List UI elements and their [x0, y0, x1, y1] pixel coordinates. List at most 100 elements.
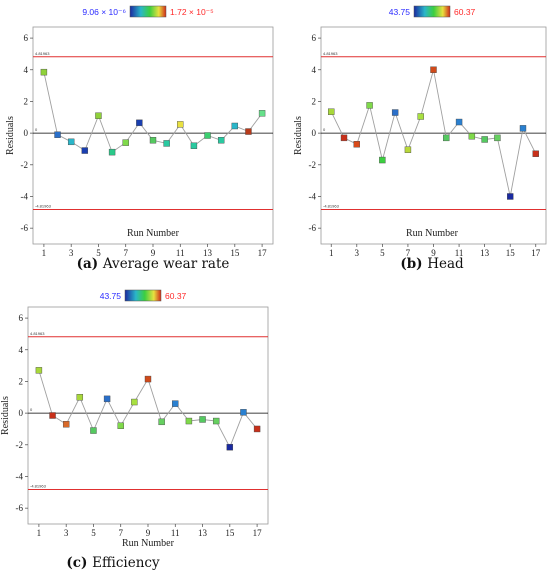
y-tick-label: 0	[312, 128, 317, 138]
zero-label: 0	[35, 127, 38, 132]
x-tick-label: 5	[96, 248, 101, 258]
x-tick-label: 5	[380, 248, 385, 258]
residual-point	[379, 156, 386, 164]
y-tick-label: 6	[24, 33, 29, 43]
legend-low-label: 43.75	[100, 291, 122, 301]
residual-point	[177, 121, 184, 128]
legend-high-label: 60.37	[165, 291, 187, 301]
y-tick-label: -6	[309, 223, 317, 233]
residual-point	[136, 119, 143, 127]
residual-point	[131, 398, 138, 406]
residual-point	[149, 137, 157, 144]
x-tick-label: 15	[225, 528, 235, 538]
x-tick-label: 7	[123, 248, 128, 258]
residual-point	[81, 147, 89, 154]
x-tick-label: 7	[118, 528, 123, 538]
residual-point	[40, 68, 48, 76]
y-tick-label: 0	[24, 128, 29, 138]
x-tick-label: 17	[253, 528, 263, 538]
x-tick-label: 1	[42, 248, 47, 258]
residual-point	[519, 125, 527, 132]
x-tick-label: 3	[64, 528, 69, 538]
x-tick-label: 17	[258, 248, 268, 258]
residual-point	[144, 375, 152, 383]
x-tick-label: 13	[198, 528, 208, 538]
y-tick-label: 4	[312, 65, 317, 75]
x-tick-label: 5	[91, 528, 96, 538]
figure-caption: (a) Average wear rate	[77, 256, 230, 272]
plot-frame	[32, 26, 274, 245]
y-tick-label: -4	[16, 471, 24, 481]
zero-label: 0	[323, 127, 326, 132]
residual-point	[366, 102, 373, 109]
y-tick-label: 2	[19, 376, 24, 386]
y-tick-label: 6	[312, 33, 317, 43]
caption-text: Head	[427, 256, 464, 272]
color-legend-bar	[413, 5, 451, 18]
caption-text: Average wear rate	[102, 256, 230, 272]
y-axis-label: Residuals	[293, 116, 304, 155]
residual-point	[468, 133, 476, 140]
residual-point	[90, 427, 97, 434]
caption-letter: (c)	[66, 555, 92, 571]
residual-point	[108, 148, 116, 156]
residual-point	[404, 146, 412, 153]
residual-point	[158, 418, 165, 426]
y-tick-label: -2	[309, 160, 317, 170]
y-axis-label: Residuals	[0, 396, 11, 435]
x-axis-label: Run Number	[127, 228, 180, 239]
caption-text: Efficiency	[92, 555, 160, 571]
caption-letter: (b)	[400, 256, 427, 272]
residual-point	[185, 417, 193, 425]
residual-point	[328, 108, 335, 115]
residual-point	[212, 417, 220, 425]
residual-point	[163, 140, 170, 147]
x-tick-label: 15	[506, 248, 516, 258]
upper-limit-label: 4.81963	[323, 51, 338, 56]
legend-low-label: 9.06 × 10⁻⁶	[82, 7, 126, 17]
x-tick-label: 1	[37, 528, 42, 538]
color-legend-bar	[129, 5, 167, 18]
y-tick-label: -4	[21, 191, 29, 201]
x-tick-label: 3	[69, 248, 74, 258]
residual-point	[443, 134, 450, 142]
color-legend-bar	[124, 289, 162, 302]
residual-point	[507, 193, 514, 200]
x-axis-label: Run Number	[122, 538, 175, 549]
x-tick-label: 15	[230, 248, 240, 258]
residual-point	[258, 110, 266, 117]
x-tick-label: 11	[171, 528, 180, 538]
x-tick-label: 11	[455, 248, 464, 258]
y-tick-label: 6	[19, 313, 24, 323]
y-axis-label: Residuals	[5, 116, 16, 155]
y-tick-label: -6	[21, 223, 29, 233]
residual-point	[103, 395, 111, 403]
residual-point	[217, 137, 225, 144]
residual-point	[226, 443, 234, 451]
plot-frame	[320, 26, 547, 245]
residual-point	[49, 412, 56, 419]
residual-point	[391, 109, 399, 116]
residual-point	[172, 400, 179, 407]
residual-point	[62, 421, 70, 428]
residual-point	[417, 113, 424, 120]
residual-point	[117, 422, 124, 429]
x-tick-label: 9	[146, 528, 151, 538]
lower-limit-label: -4.81963	[30, 483, 47, 488]
x-tick-label: 11	[176, 248, 185, 258]
residual-point	[240, 409, 247, 416]
residual-point	[481, 136, 488, 143]
x-tick-label: 7	[406, 248, 411, 258]
y-tick-label: 2	[24, 96, 29, 106]
y-tick-label: -2	[16, 440, 24, 450]
residual-point	[231, 122, 239, 130]
residual-point	[190, 142, 198, 149]
upper-limit-label: 4.81963	[30, 331, 45, 336]
legend-high-label: 1.72 × 10⁻⁵	[170, 7, 214, 17]
lower-limit-label: -4.81963	[35, 203, 52, 208]
x-axis-label: Run Number	[406, 228, 459, 239]
y-tick-label: 2	[312, 96, 317, 106]
y-tick-label: -2	[21, 160, 29, 170]
residual-point	[430, 66, 437, 73]
